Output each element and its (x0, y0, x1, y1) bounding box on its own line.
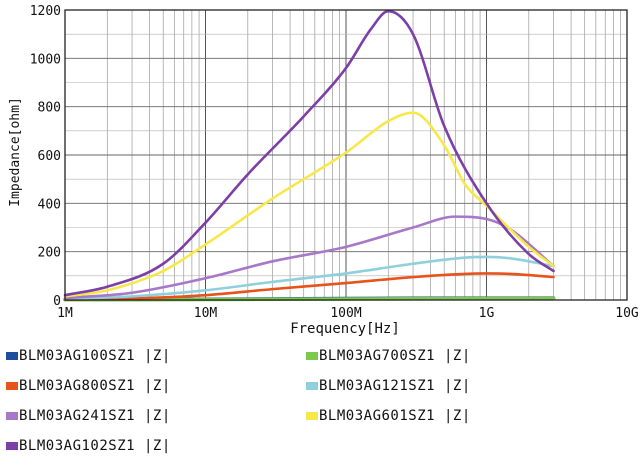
x-tick-label: 1M (57, 306, 73, 321)
chart-tick-labels: 0 200 400 600 800 1000 1200 1M 10M 100M 1G 10G (30, 4, 639, 321)
legend-label: BLM03AG241SZ1 |Z| (19, 408, 171, 424)
y-tick-label: 1200 (30, 4, 61, 19)
y-tick-label: 1000 (30, 52, 61, 67)
chart-legend: BLM03AG100SZ1 |Z| BLM03AG700SZ1 |Z| BLM03A… (6, 338, 642, 464)
series-line-blm03ag241sz1 (63, 215, 555, 300)
x-tick-label: 10M (194, 306, 218, 321)
plot-area-border (64, 9, 628, 301)
legend-swatch (306, 412, 318, 420)
legend-label: BLM03AG121SZ1 |Z| (319, 378, 471, 394)
x-tick-label: 100M (330, 306, 361, 321)
legend-label: BLM03AG601SZ1 |Z| (319, 408, 471, 424)
legend-item-blm03ag800sz1: BLM03AG800SZ1 |Z| (6, 376, 171, 396)
y-tick-label: 600 (38, 149, 61, 164)
x-axis-label: Frequency[Hz] (290, 321, 400, 337)
legend-item-blm03ag700sz1: BLM03AG700SZ1 |Z| (306, 346, 471, 366)
series-line-blm03ag121sz1 (63, 255, 555, 301)
legend-swatch (6, 442, 18, 450)
legend-label: BLM03AG800SZ1 |Z| (19, 378, 171, 394)
x-tick-label: 1G (479, 306, 495, 321)
legend-swatch (306, 352, 318, 360)
series-line-blm03ag800sz1 (63, 272, 555, 301)
legend-item-blm03ag102sz1: BLM03AG102SZ1 |Z| (6, 436, 171, 456)
y-axis-label: Impedance[ohm] (8, 97, 23, 207)
series-line-blm03ag601sz1 (63, 111, 555, 298)
y-tick-label: 800 (38, 101, 61, 116)
legend-label: BLM03AG102SZ1 |Z| (19, 438, 171, 454)
legend-swatch (6, 382, 18, 390)
legend-item-blm03ag121sz1: BLM03AG121SZ1 |Z| (306, 376, 471, 396)
y-tick-label: 400 (38, 197, 61, 212)
legend-label: BLM03AG100SZ1 |Z| (19, 348, 171, 364)
legend-label: BLM03AG700SZ1 |Z| (319, 348, 471, 364)
legend-item-blm03ag601sz1: BLM03AG601SZ1 |Z| (306, 406, 471, 426)
legend-swatch (6, 412, 18, 420)
x-tick-label: 10G (615, 306, 639, 321)
legend-swatch (306, 382, 318, 390)
chart-gridlines (64, 9, 627, 301)
impedance-chart: 0 200 400 600 800 1000 1200 1M 10M 100M 1G 10G Freq… (8, 4, 639, 337)
y-tick-label: 0 (53, 294, 61, 309)
series-line-blm03ag102sz1 (63, 9, 555, 297)
legend-swatch (6, 352, 18, 360)
legend-item-blm03ag241sz1: BLM03AG241SZ1 |Z| (6, 406, 171, 426)
y-tick-label: 200 (38, 246, 61, 261)
legend-item-blm03ag100sz1: BLM03AG100SZ1 |Z| (6, 346, 171, 366)
